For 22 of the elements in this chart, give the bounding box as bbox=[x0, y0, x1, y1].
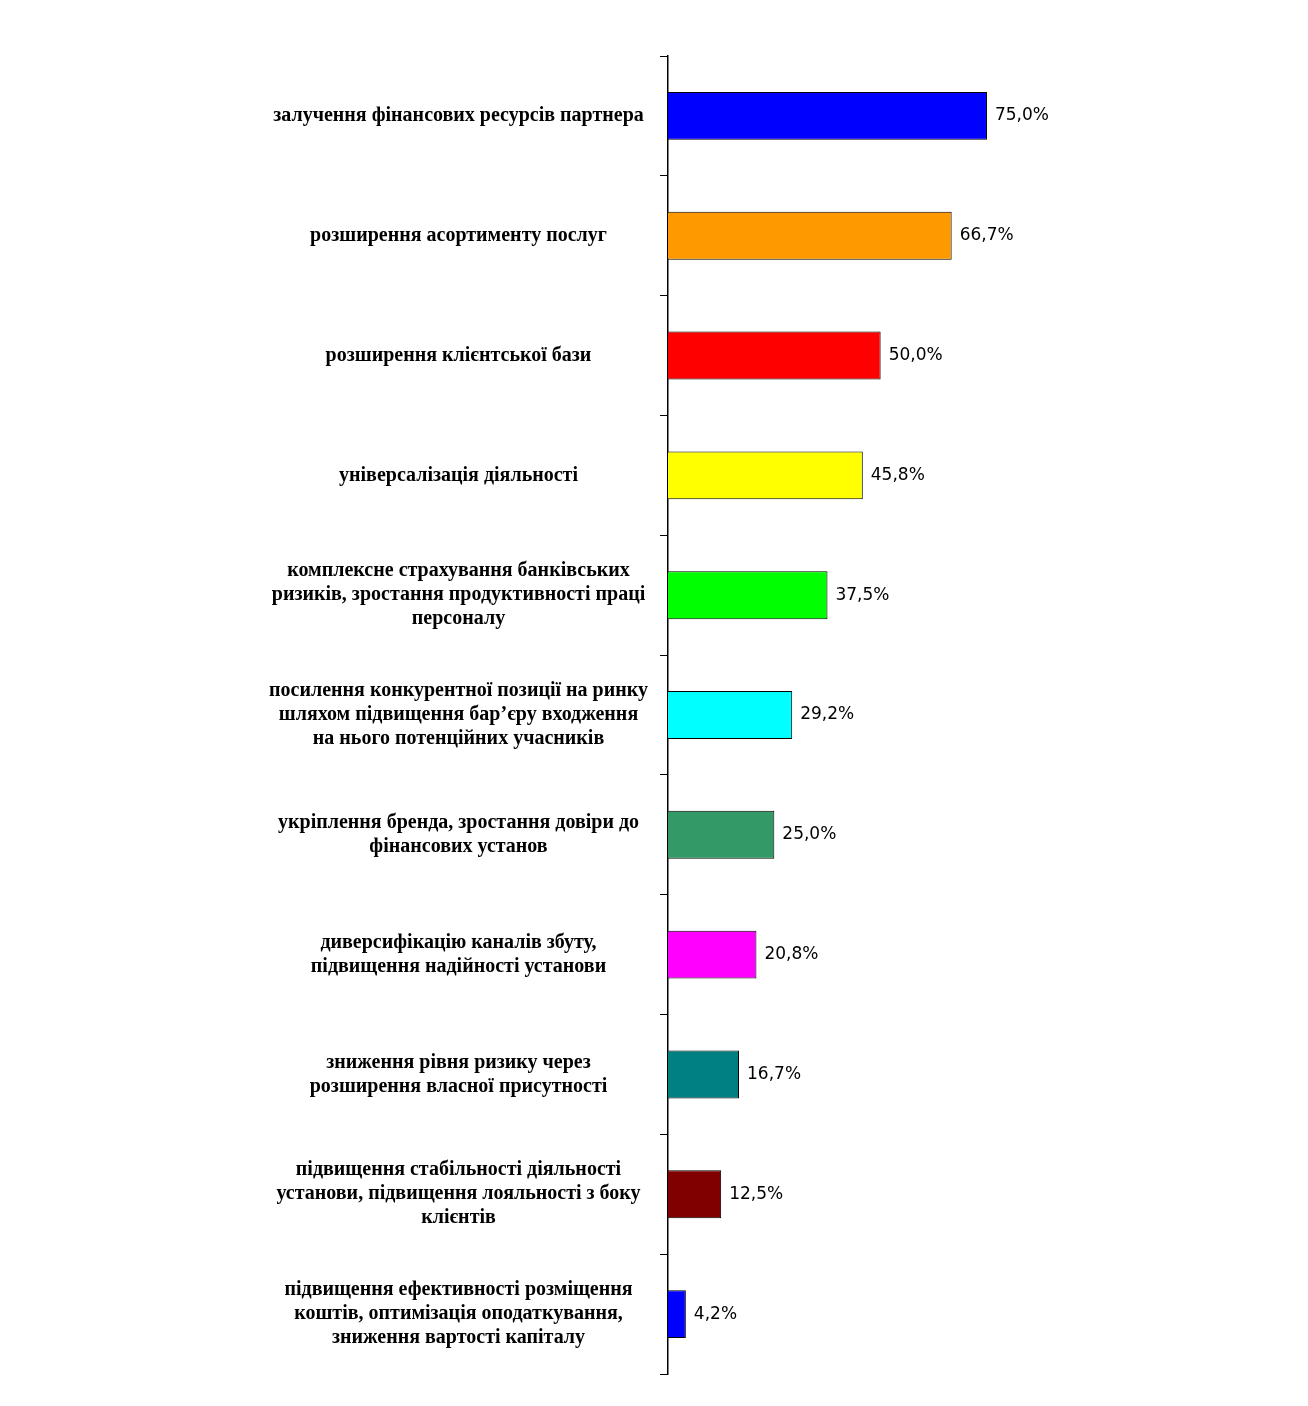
y-tick-label: універсалізація діяльності bbox=[339, 462, 579, 486]
y-tick-label: розширення клієнтської бази bbox=[325, 342, 592, 366]
y-tick-label: зниження рівня ризику через розширення власної присутності bbox=[309, 1049, 608, 1097]
y-tick-label: укріплення бренда, зростання довіри до фінансових установ bbox=[277, 809, 640, 857]
data-label: 29,2% bbox=[800, 703, 855, 724]
data-label: 20,8% bbox=[764, 943, 819, 964]
y-tick-label: підвищення ефективності розміщення коштів, оптимізація оподаткування, зниження вартості капіталу bbox=[284, 1277, 633, 1349]
y-tick-label: підвищення стабільності діяльності установи, підвищення лояльності з боку клієнтів bbox=[276, 1157, 641, 1228]
y-tick-label: комплексне страхування банківських ризиків, зростання продуктивності праці персоналу bbox=[271, 558, 646, 630]
data-label: 25,0% bbox=[782, 823, 837, 844]
y-tick-label: розширення асортименту послуг bbox=[310, 222, 607, 246]
y-tick-label: посилення конкурентної позиції на ринку шляхом підвищення бар’єру входження на нього потенційних учасників bbox=[269, 678, 648, 750]
data-label: 75,0% bbox=[994, 104, 1049, 125]
data-label: 16,7% bbox=[747, 1062, 802, 1083]
data-label: 4,2% bbox=[693, 1302, 738, 1323]
y-tick-label: диверсифікацію каналів збуту, підвищення надійності установи bbox=[310, 929, 607, 977]
data-label: 37,5% bbox=[835, 583, 890, 604]
data-label: 12,5% bbox=[729, 1182, 784, 1203]
y-tick-label: залучення фінансових ресурсів партнера bbox=[273, 103, 644, 127]
data-label: 50,0% bbox=[888, 343, 943, 364]
data-label: 66,7% bbox=[959, 224, 1014, 245]
data-label: 45,8% bbox=[870, 463, 925, 484]
